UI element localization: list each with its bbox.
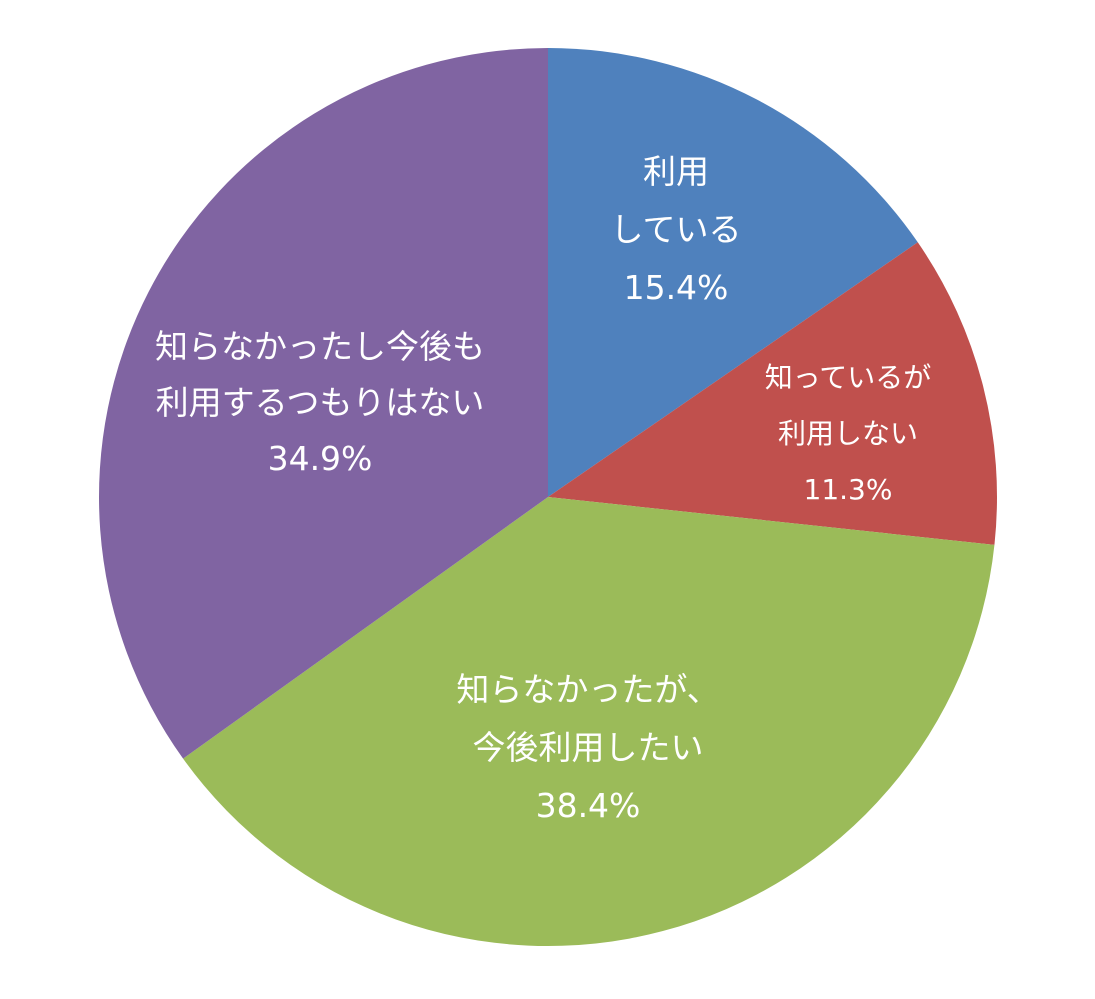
pie-slice-label-1-line-1: 利用: [643, 152, 709, 191]
pie-slice-2: [548, 242, 997, 545]
pie-slice-label-3-line-3: 38.4%: [536, 786, 641, 825]
pie-slice-label-2-line-3: 11.3%: [804, 473, 893, 506]
pie-slice-label-3-line-2: 今後利用したい: [473, 728, 704, 767]
pie-slice-label-2: 知っているが利用しない 11.3%: [765, 361, 932, 506]
pie-slice-label-3-line-1: 知らなかったが、: [456, 670, 719, 709]
pie-slices: [98, 48, 997, 947]
pie-slice-label-2-line-2: 利用しない: [778, 417, 918, 450]
pie-slice-label-4-line-1: 知らなかったし今後も: [155, 327, 485, 366]
pie-slice-label-2-line-1: 知っているが: [765, 361, 932, 394]
pie-slice-4: [98, 48, 548, 759]
pie-slice-3: [183, 497, 995, 947]
pie-slice-label-1: 利用している 15.4%: [610, 152, 741, 307]
pie-slice-label-4: 知らなかったし今後も利用するつもりはない 34.9%: [155, 327, 485, 478]
pie-slice-label-1-line-3: 15.4%: [624, 268, 729, 307]
pie-labels: 利用している 15.4% 知っているが利用しない 11.3% 知らなかったが、今後利用し…: [155, 152, 931, 825]
pie-slice-label-4-line-3: 34.9%: [268, 439, 373, 478]
pie-slice-label-1-line-2: している: [610, 210, 741, 249]
pie-slice-1: [548, 48, 918, 497]
pie-slice-label-4-line-2: 利用するつもりはない: [156, 383, 485, 422]
pie-slice-label-3: 知らなかったが、今後利用したい 38.4%: [456, 670, 719, 825]
